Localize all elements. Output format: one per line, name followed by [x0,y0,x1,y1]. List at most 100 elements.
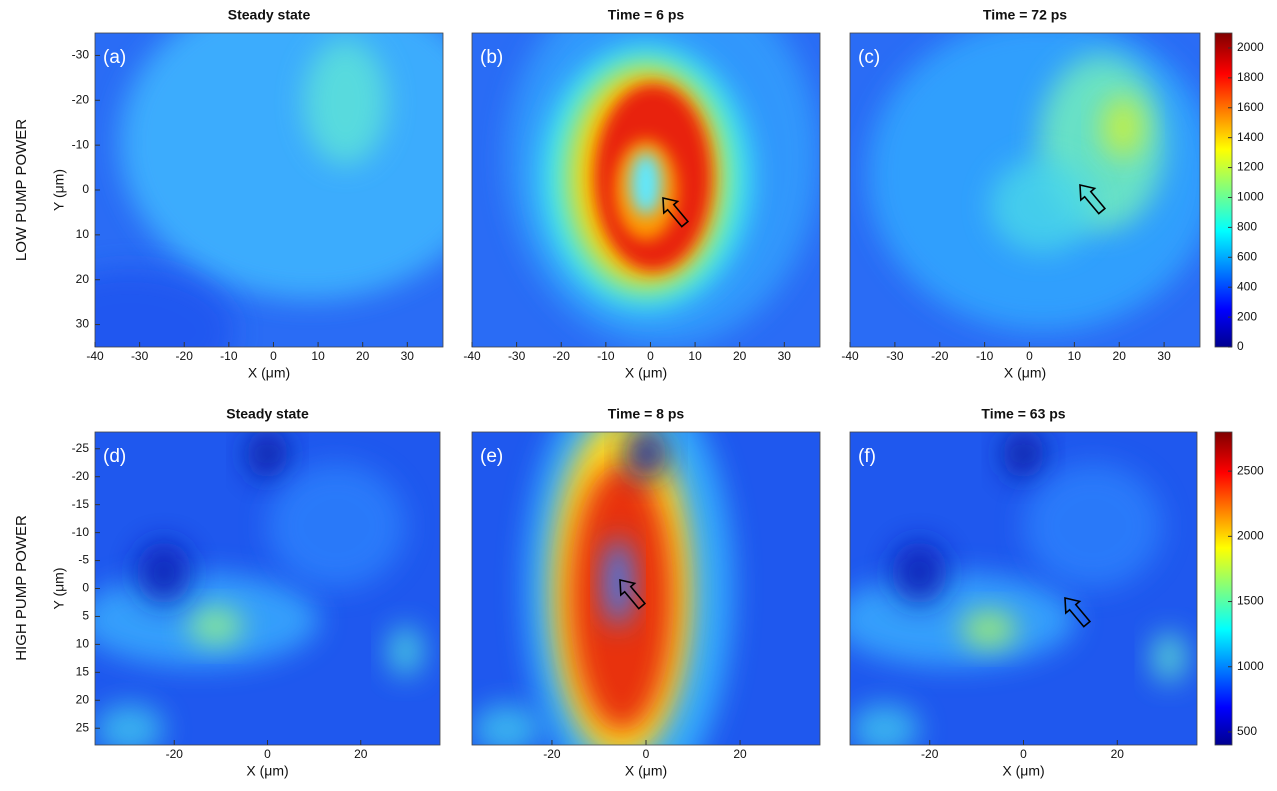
heatmap-image [850,33,1200,347]
panel-title: Time = 8 ps [608,406,685,422]
y-tick-label: 20 [76,692,90,706]
y-tick-label: -30 [72,48,90,62]
heatmap-blob [303,39,388,165]
y-tick-label: 10 [76,637,90,651]
x-tick-label: -40 [463,349,481,363]
y-tick-label: -5 [78,553,89,567]
arrow [662,196,690,228]
arrow [1079,183,1107,215]
heatmap-blob [961,610,1017,648]
x-tick-label: -20 [553,349,571,363]
x-tick-label: 30 [401,349,415,363]
colorbar-tick-label: 1600 [1237,100,1264,114]
x-tick-label: 30 [778,349,792,363]
x-tick-label: 10 [311,349,325,363]
heatmap-image [95,33,443,347]
y-tick-label: 15 [76,665,90,679]
panel-label: (a) [103,47,126,68]
x-axis-label: X (μm) [625,365,667,381]
heatmap-image [472,432,820,745]
x-tick-label: 0 [264,747,271,761]
colorbar-tick-label: 0 [1237,339,1244,353]
plot-frame [471,32,821,348]
row-label: HIGH PUMP POWER [13,515,30,661]
x-tick-label: -20 [921,747,939,761]
x-tick-label: -30 [131,349,149,363]
heatmap-blob [119,33,443,300]
arrow [1064,596,1092,628]
y-tick-label: -15 [72,497,90,511]
heatmap-blob [1023,463,1163,589]
heatmap-blob [1102,95,1144,159]
colorbar-tick-label: 1400 [1237,130,1264,144]
arrow [619,578,647,610]
panel-label: (d) [103,446,126,467]
heatmap-blob [850,704,920,745]
x-tick-label: 10 [1068,349,1082,363]
colorbar-tick-label: 2000 [1237,40,1264,54]
heatmap-blob [990,158,1095,253]
y-tick-label: 25 [76,720,90,734]
y-tick-label: -20 [72,469,90,483]
panel-label: (b) [480,47,503,68]
colorbar-tick-label: 500 [1237,724,1257,738]
panel-title: Steady state [226,406,309,422]
heatmap-image [95,432,440,745]
x-tick-label: -20 [166,747,184,761]
y-tick-label: 20 [76,272,90,286]
x-tick-label: 10 [688,349,702,363]
colorbar [1214,431,1233,746]
y-tick-label: 30 [76,317,90,331]
x-axis-label: X (μm) [246,763,288,779]
x-tick-label: -20 [543,747,561,761]
heatmap-blob [95,268,235,347]
y-tick-label: 0 [82,182,89,196]
y-tick-label: -10 [72,137,90,151]
heatmap-blob [246,432,289,479]
colorbar-tick-label: 1800 [1237,70,1264,84]
x-tick-label: -10 [976,349,994,363]
heatmap-blob [136,541,192,605]
heatmap-blob [604,538,633,627]
x-axis-label: X (μm) [1004,365,1046,381]
heatmap-blob [850,572,1076,667]
colorbar-tick-label: 400 [1237,279,1257,293]
colorbar-tick-label: 1000 [1237,190,1264,204]
row-label: LOW PUMP POWER [13,119,30,261]
panel-label: (e) [480,446,503,467]
heatmap-blob [1151,632,1187,683]
heatmap-blob [95,704,164,745]
heatmap-blob [188,607,244,645]
x-axis-label: X (μm) [1002,763,1044,779]
y-tick-label: -20 [72,92,90,106]
colorbar-tick-label: 200 [1237,309,1257,323]
panel-title: Time = 6 ps [608,7,685,23]
heatmap-blob [1002,432,1045,479]
colorbar-tick-label: 1000 [1237,659,1264,673]
y-tick-label: -25 [72,441,90,455]
heatmap-blob [625,432,667,479]
x-tick-label: 20 [354,747,368,761]
y-tick-label: 5 [82,609,89,623]
x-tick-label: -40 [86,349,104,363]
colorbar-tick-label: 1200 [1237,160,1264,174]
panel-label: (f) [858,446,876,467]
y-tick-label: 10 [76,227,90,241]
x-tick-label: -30 [886,349,904,363]
heatmap-blob [891,541,948,605]
x-tick-label: 20 [356,349,370,363]
colorbar-tick-label: 600 [1237,249,1257,263]
heatmap-blob [267,463,406,589]
x-tick-label: 0 [1026,349,1033,363]
colorbar-tick-label: 800 [1237,220,1257,234]
x-tick-label: -30 [508,349,526,363]
x-tick-label: -10 [597,349,615,363]
x-tick-label: 20 [1111,747,1125,761]
colorbar-tick-label: 2000 [1237,529,1264,543]
y-tick-label: -10 [72,525,90,539]
heatmap-blob [472,704,542,745]
x-tick-label: -20 [931,349,949,363]
x-tick-label: 0 [1020,747,1027,761]
heatmap-image [850,432,1197,745]
x-tick-label: 0 [643,747,650,761]
